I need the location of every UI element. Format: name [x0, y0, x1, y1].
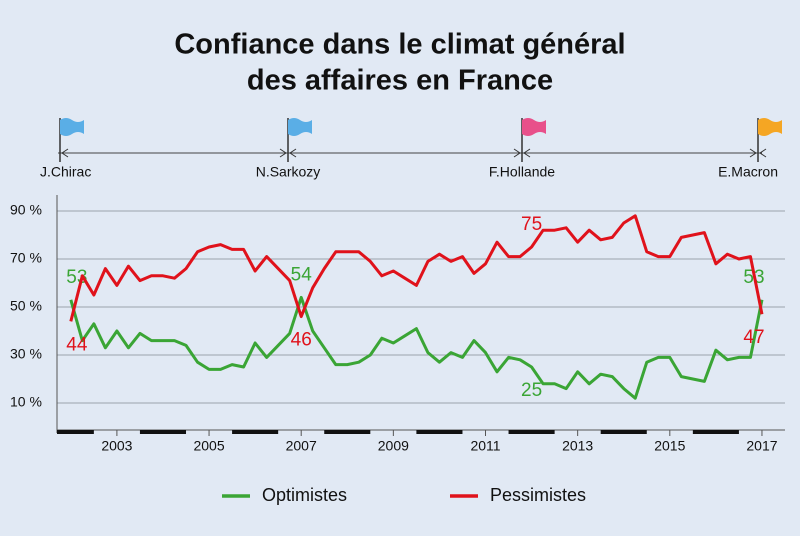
y-tick-label: 90 %: [10, 202, 42, 218]
x-tick-label: 2005: [193, 438, 224, 454]
timeline-arrow: [523, 148, 531, 158]
x-tick-label: 2007: [286, 438, 317, 454]
year-band: [57, 430, 94, 434]
data-label: 25: [521, 380, 542, 401]
timeline-arrow: [289, 148, 297, 158]
president-label: F.Hollande: [489, 164, 555, 180]
year-band: [508, 430, 555, 434]
y-tick-label: 10 %: [10, 394, 42, 410]
chart-title: Confiance dans le climat général: [174, 29, 625, 61]
year-band: [692, 430, 739, 434]
flag: [758, 118, 782, 136]
x-tick-label: 2013: [562, 438, 593, 454]
timeline-arrow: [513, 148, 521, 158]
data-label: 54: [291, 264, 313, 285]
data-label: 47: [743, 327, 764, 348]
x-tick-label: 2015: [654, 438, 685, 454]
data-label: 44: [66, 334, 88, 355]
year-band: [324, 430, 371, 434]
flag: [288, 118, 312, 136]
series-line: [69, 295, 764, 400]
y-tick-label: 30 %: [10, 346, 42, 362]
president-label: E.Macron: [718, 164, 778, 180]
data-label: 75: [521, 214, 542, 235]
timeline-arrow: [61, 148, 69, 158]
flag: [522, 118, 546, 136]
chart-title: des affaires en France: [247, 65, 553, 97]
year-band: [232, 430, 279, 434]
series-line: [69, 214, 764, 322]
legend-label: Optimistes: [262, 485, 347, 505]
legend-label: Pessimistes: [490, 485, 586, 505]
president-label: J.Chirac: [40, 164, 91, 180]
y-tick-label: 70 %: [10, 250, 42, 266]
data-label: 46: [291, 330, 312, 351]
year-band: [416, 430, 463, 434]
president-label: N.Sarkozy: [256, 164, 321, 180]
timeline-arrow: [759, 148, 767, 158]
x-tick-label: 2017: [746, 438, 777, 454]
x-tick-label: 2009: [378, 438, 409, 454]
x-tick-label: 2003: [101, 438, 132, 454]
x-tick-label: 2011: [470, 438, 500, 454]
year-band: [139, 430, 187, 434]
flag: [60, 118, 84, 136]
y-tick-label: 50 %: [10, 298, 42, 314]
year-band: [600, 430, 647, 434]
timeline-arrow: [279, 148, 287, 158]
timeline-arrow: [749, 148, 757, 158]
